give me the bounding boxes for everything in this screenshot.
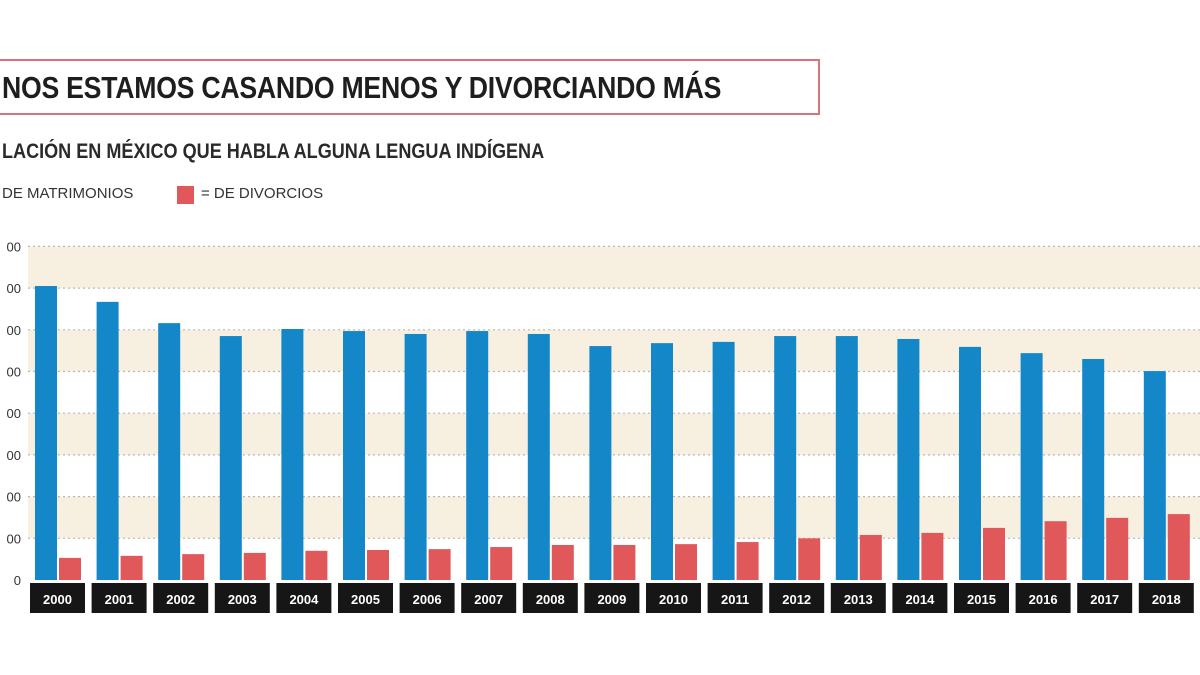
bar-matrimonios (466, 331, 489, 580)
x-tick-label: 2000 (43, 592, 72, 607)
bar-matrimonios (96, 301, 119, 580)
y-tick-label: 00 (7, 531, 21, 546)
x-tick-label: 2005 (351, 592, 380, 607)
legend-swatch-divorcios (177, 186, 194, 204)
bar-matrimonios (343, 331, 365, 580)
bar-matrimonios (281, 328, 304, 580)
x-label-box (584, 583, 640, 613)
legend-matrimonios: DE MATRIMONIOS (2, 185, 134, 202)
bar-matrimonios (589, 346, 612, 580)
y-tick-label: 00 (7, 281, 21, 296)
bar-matrimonios (651, 343, 673, 580)
bar-matrimonios (897, 338, 920, 580)
bar-divorcios (736, 542, 759, 580)
x-label-box (830, 583, 886, 613)
x-label-box (461, 583, 517, 613)
bar-matrimonios (1020, 353, 1043, 580)
bar-matrimonios (1143, 371, 1166, 580)
x-tick-label: 2012 (782, 592, 811, 607)
x-tick-label: 2009 (597, 592, 626, 607)
x-tick-label: 2001 (105, 592, 134, 607)
x-label-box (769, 583, 825, 613)
title-box (0, 59, 820, 115)
bar-divorcios (1044, 521, 1067, 580)
bar-matrimonios (527, 333, 550, 580)
bar-divorcios (428, 549, 451, 580)
x-tick-label: 2010 (659, 592, 688, 607)
bar-matrimonios (712, 341, 735, 580)
bar-divorcios (613, 544, 636, 580)
x-label-box (646, 583, 701, 613)
bar-matrimonios (835, 336, 858, 580)
legend-divorcios: = DE DIVORCIOS (201, 185, 324, 202)
bar-divorcios (983, 527, 1005, 580)
y-tick-label: 00 (7, 448, 21, 463)
x-tick-label: 2017 (1090, 592, 1119, 607)
x-tick-label: 2018 (1152, 592, 1181, 607)
x-label-box (1015, 583, 1071, 613)
x-tick-label: 2004 (289, 592, 319, 607)
x-label-box (30, 583, 85, 613)
x-label-box (1077, 583, 1133, 613)
bar-divorcios (551, 544, 574, 580)
x-tick-label: 2015 (967, 592, 996, 607)
x-tick-label: 2002 (166, 592, 195, 607)
x-label-box (153, 583, 209, 613)
bar-divorcios (1106, 517, 1129, 580)
y-tick-label: 00 (7, 406, 21, 421)
chart-subtitle: LACIÓN EN MÉXICO QUE HABLA ALGUNA LENGUA… (2, 140, 545, 163)
bar-matrimonios (219, 336, 242, 580)
x-tick-label: 2016 (1029, 592, 1058, 607)
bar-divorcios (1167, 514, 1190, 580)
bar-divorcios (921, 532, 944, 580)
y-tick-label: 00 (7, 365, 21, 380)
x-label-box (954, 583, 1009, 613)
grid-band (28, 246, 1200, 289)
x-tick-label: 2011 (721, 592, 749, 607)
x-tick-label: 2006 (413, 592, 442, 607)
chart-title: NOS ESTAMOS CASANDO MENOS Y DIVORCIANDO … (2, 70, 722, 105)
bar-matrimonios (959, 346, 981, 580)
bar-divorcios (182, 554, 205, 580)
y-tick-label: 00 (7, 323, 21, 338)
x-label-box (91, 583, 147, 613)
x-label-box (892, 583, 948, 613)
bar-matrimonios (35, 286, 57, 580)
x-label-box (214, 583, 270, 613)
bar-divorcios (59, 557, 81, 580)
x-tick-label: 2007 (474, 592, 503, 607)
x-tick-label: 2008 (536, 592, 565, 607)
x-label-box (338, 583, 393, 613)
y-tick-label: 00 (7, 239, 21, 254)
bar-divorcios (120, 555, 143, 580)
bar-divorcios (859, 534, 882, 580)
x-label-box (522, 583, 578, 613)
x-tick-label: 2014 (905, 592, 935, 607)
bar-matrimonios (774, 336, 797, 580)
x-label-box (399, 583, 455, 613)
bar-divorcios (675, 544, 697, 580)
x-label-box (276, 583, 332, 613)
y-tick-label: 0 (14, 573, 21, 588)
x-label-box (707, 583, 763, 613)
bar-divorcios (367, 549, 389, 580)
bar-matrimonios (404, 333, 427, 580)
x-tick-label: 2013 (844, 592, 873, 607)
bar-matrimonios (158, 323, 181, 580)
bar-matrimonios (1082, 358, 1105, 580)
x-tick-label: 2003 (228, 592, 257, 607)
bar-divorcios (490, 547, 513, 580)
x-label-box (1138, 583, 1194, 613)
bar-divorcios (243, 552, 266, 580)
bar-divorcios (798, 538, 821, 580)
bar-divorcios (305, 550, 328, 580)
y-tick-label: 00 (7, 490, 21, 505)
